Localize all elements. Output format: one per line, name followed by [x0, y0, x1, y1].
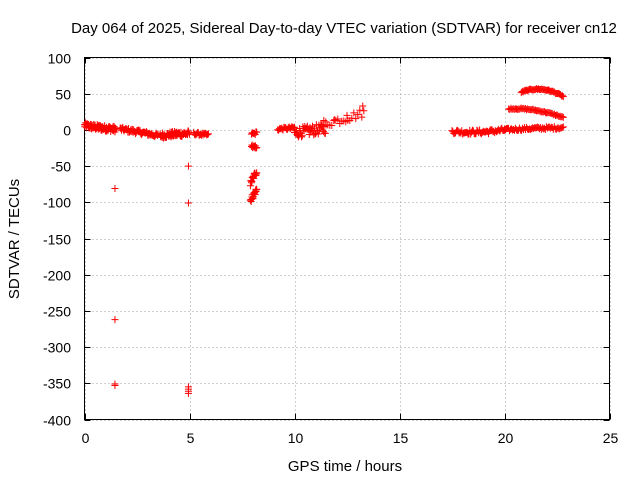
y-tick-label: -200: [43, 268, 71, 284]
data-point: [343, 111, 351, 119]
x-tick-label: 15: [393, 430, 409, 446]
y-tick-label: -50: [51, 159, 71, 175]
y-tick-label: 50: [55, 87, 71, 103]
grid-layer: [84, 57, 611, 421]
data-point: [112, 126, 120, 134]
data-point: [559, 113, 567, 121]
data-point: [184, 162, 192, 170]
data-point: [298, 133, 306, 141]
y-axis-label: SDTVAR / TECUs: [6, 179, 23, 299]
data-point: [252, 144, 260, 152]
marks-layer: [81, 85, 567, 397]
data-point: [352, 115, 360, 123]
x-axis-label: GPS time / hours: [288, 458, 402, 475]
data-point: [111, 185, 119, 193]
x-tick-label: 5: [187, 430, 195, 446]
data-point: [354, 111, 362, 119]
data-point: [203, 131, 211, 139]
y-tick-label: 0: [63, 123, 71, 139]
y-tick-label: 100: [48, 51, 72, 67]
x-tick-label: 0: [82, 430, 90, 446]
data-point: [184, 199, 192, 207]
data-point: [358, 113, 366, 121]
data-point: [328, 121, 336, 129]
data-point: [350, 109, 358, 117]
data-point: [558, 113, 566, 121]
data-point: [292, 126, 300, 134]
data-point: [296, 128, 304, 136]
data-point: [359, 102, 367, 110]
x-tick-label: 10: [288, 430, 304, 446]
data-point: [558, 92, 566, 100]
y-tick-label: -300: [43, 340, 71, 356]
x-tick-label: 25: [603, 430, 619, 446]
data-point: [314, 130, 322, 138]
data-point: [559, 123, 567, 131]
data-point: [204, 130, 212, 138]
chart-title: Day 064 of 2025, Sidereal Day-to-day VTE…: [71, 20, 617, 37]
data-point: [111, 316, 119, 324]
data-point: [558, 124, 566, 132]
data-point: [559, 93, 567, 101]
data-point: [204, 130, 212, 138]
data-point: [321, 129, 329, 137]
data-point: [253, 185, 261, 193]
y-tick-label: -250: [43, 304, 71, 320]
data-point: [253, 143, 261, 151]
y-tick-label: -100: [43, 195, 71, 211]
tick-layer: 100 50 0 -50 -100 -150 -200 -250 -300 -350 -400 0 5 1…: [43, 51, 619, 447]
data-point: [253, 169, 261, 177]
plot-frame: [84, 57, 610, 420]
data-point: [330, 116, 338, 124]
y-tick-label: -150: [43, 232, 71, 248]
data-point: [318, 121, 326, 129]
data-point: [184, 389, 192, 397]
y-tick-label: -400: [43, 413, 71, 429]
data-point: [360, 107, 368, 115]
y-tick-label: -350: [43, 376, 71, 392]
data-point: [334, 115, 342, 123]
data-point: [111, 381, 119, 389]
data-point: [298, 132, 306, 140]
data-point: [253, 128, 261, 136]
x-tick-label: 20: [498, 430, 514, 446]
